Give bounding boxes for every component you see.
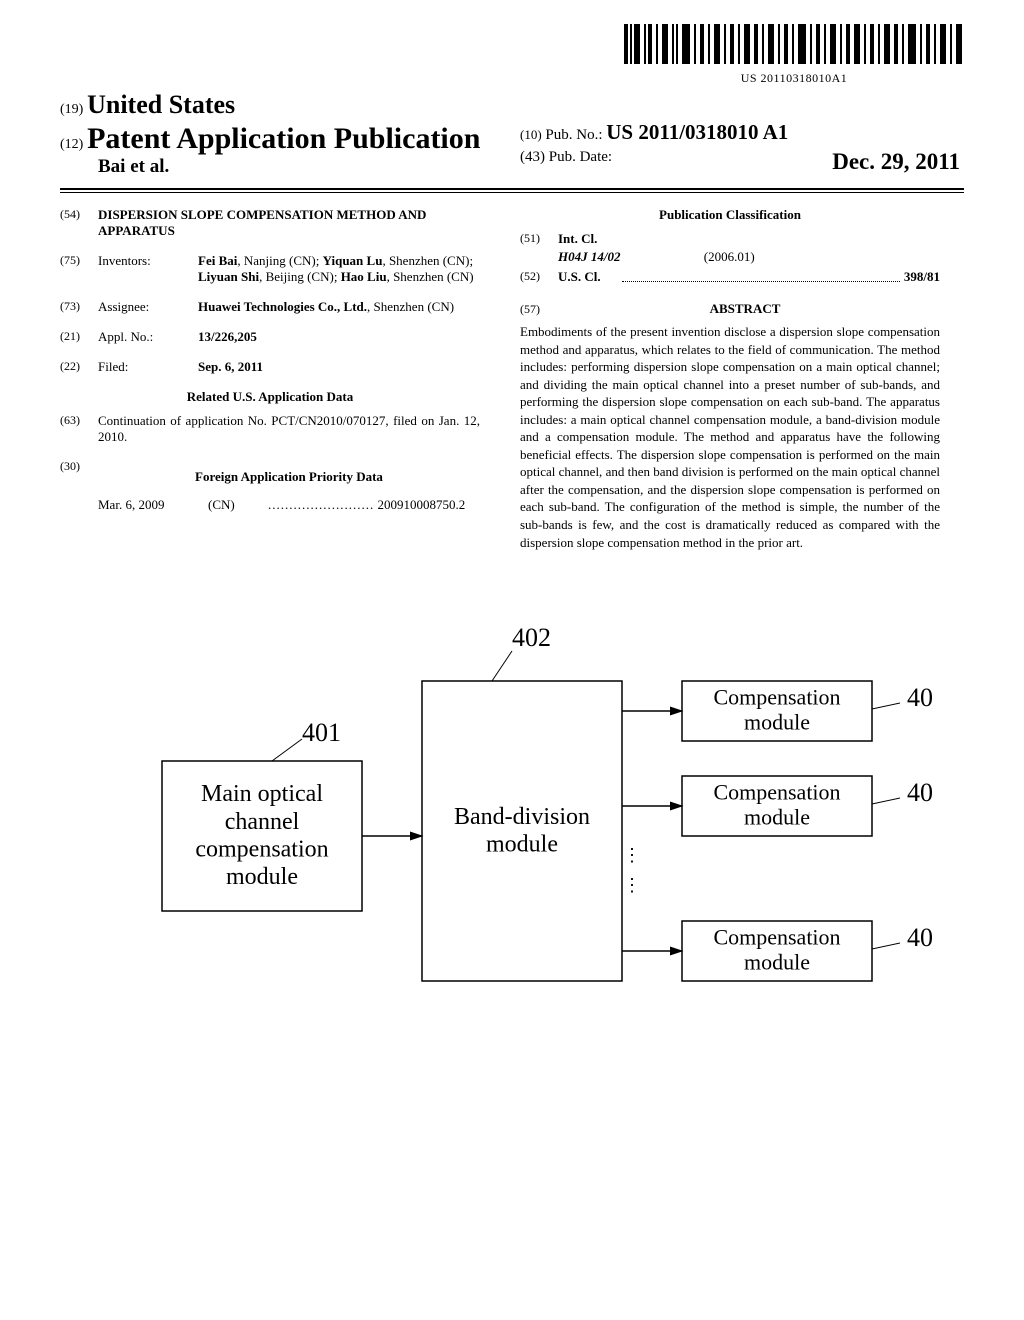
uscl-dots <box>622 269 900 282</box>
filed-label: Filed: <box>98 359 198 375</box>
uscl-label: U.S. Cl. <box>558 269 618 285</box>
pubdate-prefix: (43) <box>520 149 545 165</box>
filed-value: Sep. 6, 2011 <box>198 359 480 375</box>
svg-text:⋮: ⋮ <box>623 875 641 895</box>
title-field: (54) DISPERSION SLOPE COMPENSATION METHO… <box>60 207 480 239</box>
pubno-prefix: (10) <box>520 127 542 142</box>
pubdate-label: Pub. Date: <box>549 149 612 165</box>
pub-type: Patent Application Publication <box>87 122 480 155</box>
related-header: Related U.S. Application Data <box>60 389 480 405</box>
intcl-class: H04J 14/02 <box>558 249 620 264</box>
barcode-graphic <box>624 24 964 64</box>
priority-number: ......................... 200910008750.2 <box>268 497 480 513</box>
country-prefix: (19) <box>60 102 83 117</box>
applno-label: Appl. No.: <box>98 329 198 345</box>
country-line: (19) United States <box>60 90 964 120</box>
title-code: (54) <box>60 207 98 239</box>
svg-text:⋮: ⋮ <box>623 845 641 865</box>
assignee-code: (73) <box>60 299 98 315</box>
foreign-code: (30) <box>60 459 98 493</box>
svg-text:403: 403 <box>907 923 932 952</box>
divider-thick <box>60 188 964 190</box>
intcl-code: (51) <box>520 231 558 247</box>
svg-text:module: module <box>744 805 810 830</box>
svg-text:module: module <box>486 832 558 858</box>
right-column: Publication Classification (51) Int. Cl.… <box>500 207 940 551</box>
intcl-label: Int. Cl. <box>558 231 940 247</box>
classification-header: Publication Classification <box>520 207 940 223</box>
svg-text:Band-division: Band-division <box>454 804 590 830</box>
pubdate-value: Dec. 29, 2011 <box>832 149 960 175</box>
barcode-region: US 20110318010A1 <box>624 24 964 86</box>
priority-date: Mar. 6, 2009 <box>98 497 208 513</box>
right-header: (10) Pub. No.: US 2011/0318010 A1 (43) P… <box>520 120 960 175</box>
abstract-body: Embodiments of the present invention dis… <box>520 323 940 551</box>
inventors-code: (75) <box>60 253 98 285</box>
svg-text:403: 403 <box>907 778 932 807</box>
continuation-text: Continuation of application No. PCT/CN20… <box>98 413 480 445</box>
barcode-text: US 20110318010A1 <box>624 71 964 86</box>
svg-text:module: module <box>744 710 810 735</box>
filed-code: (22) <box>60 359 98 375</box>
uscl-row: (52) U.S. Cl. 398/81 <box>520 269 940 285</box>
pub-prefix: (12) <box>60 137 83 152</box>
filed-field: (22) Filed: Sep. 6, 2011 <box>60 359 480 375</box>
inventors-label: Inventors: <box>98 253 198 285</box>
svg-text:402: 402 <box>512 623 551 652</box>
country-name: United States <box>87 90 235 119</box>
foreign-header: Foreign Application Priority Data <box>98 469 480 485</box>
applno-code: (21) <box>60 329 98 345</box>
uscl-code: (52) <box>520 269 558 285</box>
intcl-sub: H04J 14/02 (2006.01) <box>558 249 940 265</box>
pubno-label: Pub. No.: <box>545 127 602 143</box>
intcl-year: (2006.01) <box>704 249 755 265</box>
continuation-code: (63) <box>60 413 98 445</box>
inventors-value: Fei Bai, Nanjing (CN); Yiquan Lu, Shenzh… <box>198 253 480 285</box>
svg-text:channel: channel <box>225 809 300 835</box>
svg-text:module: module <box>744 950 810 975</box>
priority-line: Mar. 6, 2009 (CN) ......................… <box>98 497 480 513</box>
svg-text:Compensation: Compensation <box>713 925 840 950</box>
figure-region: Main opticalchannelcompensationmodule401… <box>60 591 964 1011</box>
svg-text:403: 403 <box>907 683 932 712</box>
abstract-header: ABSTRACT <box>550 301 940 317</box>
applno-value: 13/226,205 <box>198 329 480 345</box>
left-column: (54) DISPERSION SLOPE COMPENSATION METHO… <box>60 207 500 551</box>
uscl-value: 398/81 <box>904 269 940 285</box>
inventors-field: (75) Inventors: Fei Bai, Nanjing (CN); Y… <box>60 253 480 285</box>
svg-text:Compensation: Compensation <box>713 685 840 710</box>
applno-field: (21) Appl. No.: 13/226,205 <box>60 329 480 345</box>
intcl-row: (51) Int. Cl. <box>520 231 940 247</box>
svg-text:401: 401 <box>302 718 341 747</box>
assignee-label: Assignee: <box>98 299 198 315</box>
svg-text:compensation: compensation <box>195 837 328 863</box>
priority-country: (CN) <box>208 497 268 513</box>
abstract-code: (57) <box>520 302 540 317</box>
foreign-row: (30) Foreign Application Priority Data <box>60 459 480 493</box>
title-value: DISPERSION SLOPE COMPENSATION METHOD AND… <box>98 207 480 239</box>
assignee-field: (73) Assignee: Huawei Technologies Co., … <box>60 299 480 315</box>
svg-text:module: module <box>226 864 298 890</box>
svg-text:Compensation: Compensation <box>713 780 840 805</box>
bibliographic-columns: (54) DISPERSION SLOPE COMPENSATION METHO… <box>60 207 964 551</box>
svg-text:Main optical: Main optical <box>201 781 323 807</box>
pubno-value: US 2011/0318010 A1 <box>606 120 788 144</box>
divider-thin <box>60 192 964 193</box>
assignee-value: Huawei Technologies Co., Ltd., Shenzhen … <box>198 299 480 315</box>
continuation-field: (63) Continuation of application No. PCT… <box>60 413 480 445</box>
